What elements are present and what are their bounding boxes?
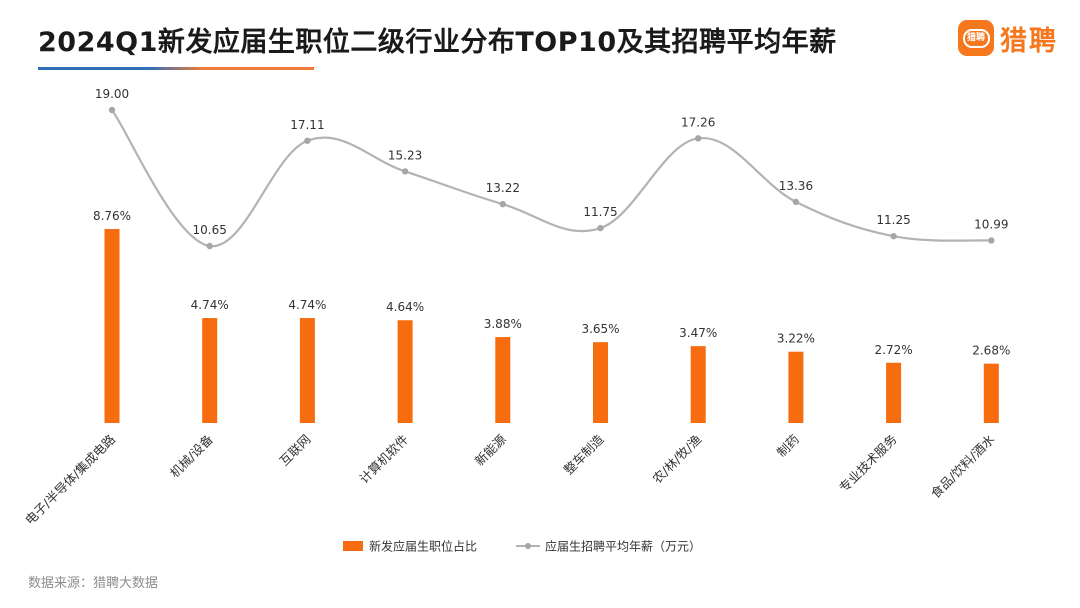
line-data-label: 13.36 xyxy=(779,179,813,193)
line-data-label: 17.11 xyxy=(290,118,324,132)
data-source: 数据来源：猎聘大数据 xyxy=(28,576,159,591)
line-point xyxy=(792,198,800,206)
title-underline xyxy=(38,67,314,70)
line-data-label: 10.99 xyxy=(974,217,1008,231)
legend-line-marker xyxy=(525,543,531,549)
category-tick-label: 农/林/牧/渔 xyxy=(649,432,704,487)
bar xyxy=(495,337,511,423)
bar-data-label: 8.76% xyxy=(93,209,131,223)
legend-line-label: 应届生招聘平均年薪（万元） xyxy=(545,539,701,554)
line-point xyxy=(890,233,897,240)
category-tick-label: 新能源 xyxy=(472,431,509,468)
line-point xyxy=(499,200,506,208)
bar xyxy=(397,320,413,423)
line-data-label: 10.65 xyxy=(193,223,227,237)
legend-bar-swatch xyxy=(343,541,363,551)
category-tick-label: 电子/半导体/集成电路 xyxy=(22,431,118,527)
brand-logo: 猎聘 猎聘 xyxy=(958,18,1058,58)
category-tick-label: 食品/饮料/酒水 xyxy=(928,431,998,501)
bar xyxy=(983,363,999,423)
bar-data-label: 4.64% xyxy=(386,300,424,314)
line-point xyxy=(108,106,116,114)
line-point xyxy=(695,135,702,142)
bar xyxy=(202,318,218,423)
bar xyxy=(104,229,120,423)
category-tick-label: 计算机软件 xyxy=(356,432,411,487)
line-data-label: 11.75 xyxy=(583,205,617,219)
line-point xyxy=(206,242,213,250)
line-data-label: 11.25 xyxy=(876,213,910,227)
line-data-label: 15.23 xyxy=(388,148,422,162)
bar-data-label: 4.74% xyxy=(191,298,229,312)
bar xyxy=(299,318,315,423)
bar xyxy=(788,351,804,423)
category-tick-label: 机械/设备 xyxy=(167,431,216,480)
bar-data-label: 3.47% xyxy=(679,326,717,340)
line-data-label: 13.22 xyxy=(486,181,520,195)
category-tick-label: 整车制造 xyxy=(561,431,607,477)
bar-data-label: 2.72% xyxy=(875,343,913,357)
bar xyxy=(886,362,902,423)
bar-data-label: 2.68% xyxy=(972,344,1010,358)
line-data-label: 17.26 xyxy=(681,115,715,129)
bar-data-label: 3.22% xyxy=(777,332,815,346)
legend-bar-label: 新发应届生职位占比 xyxy=(369,539,477,554)
page-title: 2024Q1新发应届生职位二级行业分布TOP10及其招聘平均年薪 xyxy=(38,27,837,58)
bar xyxy=(690,346,706,423)
line-point xyxy=(597,224,604,232)
salary-line xyxy=(111,109,992,248)
liepin-logo-icon: 猎聘 xyxy=(958,20,994,56)
line-point xyxy=(988,237,995,244)
line-point xyxy=(304,137,311,144)
bar xyxy=(593,342,608,423)
logo-text: 猎聘 xyxy=(1000,25,1058,57)
line-data-label: 19.00 xyxy=(95,87,129,101)
category-tick-label: 互联网 xyxy=(276,432,313,469)
bar-data-label: 3.65% xyxy=(581,322,619,336)
line-point xyxy=(401,168,409,175)
bar-data-label: 3.88% xyxy=(484,317,522,331)
logo-badge-text: 猎聘 xyxy=(966,32,985,43)
speech-bubble-icon: 猎聘 xyxy=(962,28,990,48)
category-tick-label: 制药 xyxy=(774,432,802,460)
category-tick-label: 专业技术服务 xyxy=(836,432,900,496)
bar-data-label: 4.74% xyxy=(288,298,326,312)
